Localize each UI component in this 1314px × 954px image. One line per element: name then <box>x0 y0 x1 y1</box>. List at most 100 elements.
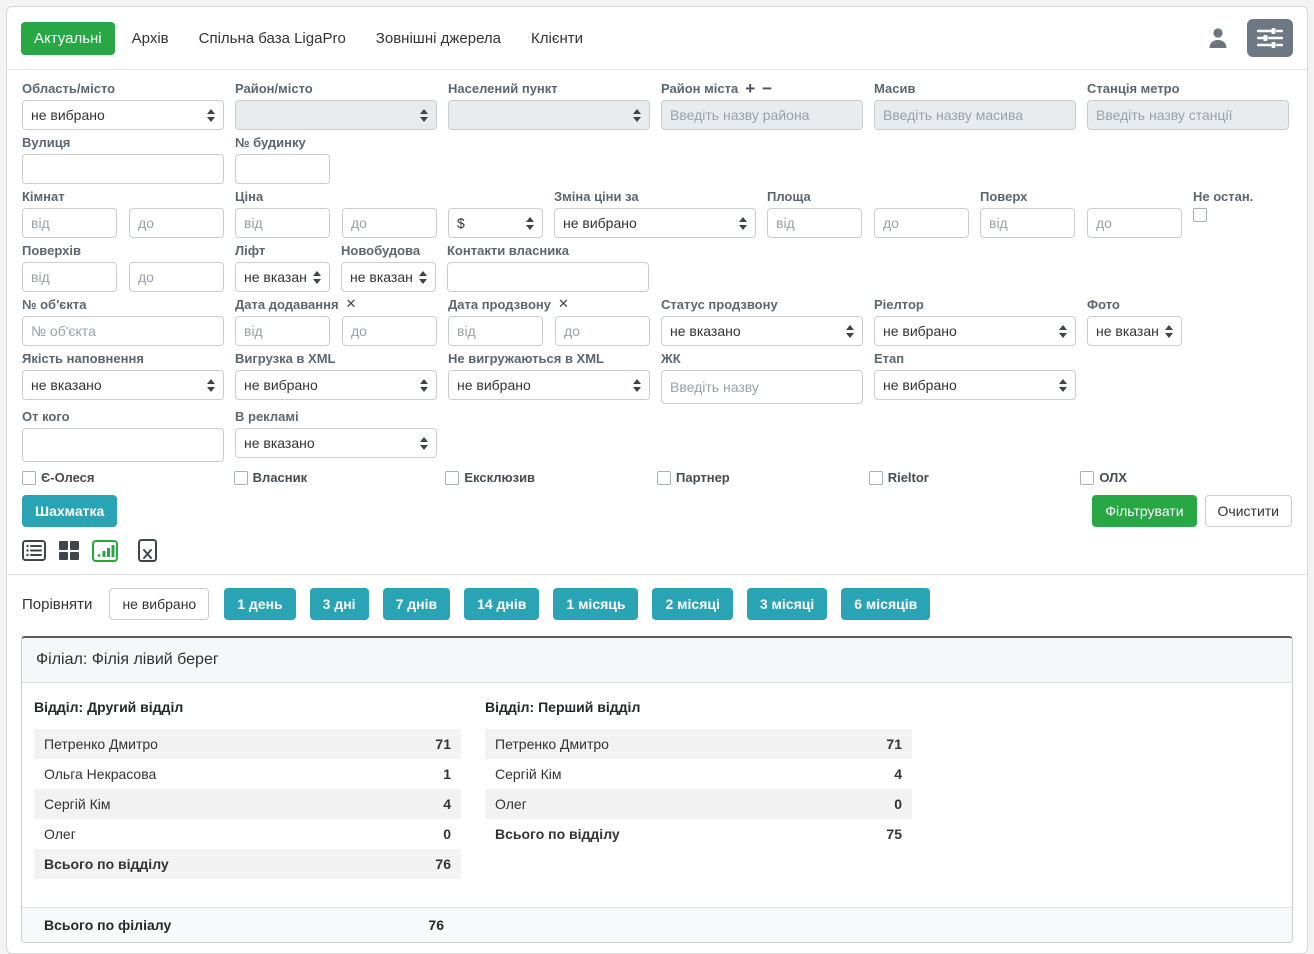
street-input[interactable] <box>22 154 224 184</box>
table-row: Петренко Дмитро 71 <box>34 729 461 759</box>
zhk-input[interactable] <box>661 370 863 404</box>
owner-checkbox[interactable] <box>233 470 248 485</box>
owner-label: Власник <box>252 470 308 485</box>
select-arrows-icon <box>207 378 215 392</box>
building-no-input[interactable] <box>235 154 330 184</box>
price-change-label: Зміна ціни за <box>554 188 639 204</box>
table-row: Ольга Некрасова 1 <box>44 766 451 782</box>
period-3-months-button[interactable]: 3 місяці <box>746 588 828 620</box>
date-added-to-input[interactable] <box>342 316 437 346</box>
compare-bar: Порівняти не вибрано 1 день 3 дні 7 днів… <box>7 575 1307 634</box>
masyv-input <box>874 100 1076 130</box>
area-from-input[interactable] <box>767 208 862 238</box>
add-city-district-icon[interactable]: + <box>745 78 756 98</box>
region-label: Область/місто <box>22 80 116 96</box>
olx-checkbox[interactable] <box>1080 470 1095 485</box>
realtor-select[interactable]: не вибрано <box>874 316 1076 346</box>
new-building-label: Новобудова <box>341 242 421 258</box>
list-view-icon[interactable] <box>22 540 46 561</box>
period-6-months-button[interactable]: 6 місяців <box>841 588 931 620</box>
settlement-label: Населений пункт <box>448 80 558 96</box>
xml-not-upload-select[interactable]: не вибрано <box>448 370 650 400</box>
floors-total-from-input[interactable] <box>22 262 117 292</box>
stage-select[interactable]: не вибрано <box>874 370 1076 400</box>
floor-from-input[interactable] <box>980 208 1075 238</box>
metro-input <box>1087 100 1289 130</box>
select-arrows-icon <box>313 270 321 284</box>
not-last-checkbox[interactable] <box>1193 208 1207 222</box>
branch-total-row: Всього по філіалу 76 <box>22 907 1292 942</box>
in-ads-label: В рекламі <box>235 408 299 424</box>
filters-toggle-button[interactable] <box>1247 19 1293 57</box>
elevator-select[interactable]: не вказано <box>235 262 330 292</box>
owner-contacts-input[interactable] <box>447 262 649 292</box>
excel-export-icon[interactable] <box>138 539 157 562</box>
e-olesya-checkbox[interactable] <box>22 470 36 485</box>
period-14-days-button[interactable]: 14 днів <box>464 588 540 620</box>
tab-shared-base[interactable]: Спільна база LigaPro <box>198 29 346 47</box>
object-no-label: № об'єкта <box>22 296 87 312</box>
table-row: Олег 0 <box>44 826 451 842</box>
object-no-input[interactable] <box>22 316 224 346</box>
new-building-select[interactable]: не вказано <box>341 262 436 292</box>
price-to-input[interactable] <box>342 208 437 238</box>
rieltor-label: Rieltor <box>887 470 929 485</box>
date-call-from-input[interactable] <box>448 316 543 346</box>
clear-button[interactable]: Очистити <box>1204 495 1292 527</box>
rooms-to-input[interactable] <box>129 208 224 238</box>
area-to-input[interactable] <box>874 208 969 238</box>
floor-to-input[interactable] <box>1087 208 1182 238</box>
street-label: Вулиця <box>22 134 71 150</box>
owner-contacts-label: Контакти власника <box>447 242 569 258</box>
period-3-days-button[interactable]: 3 дні <box>309 588 369 620</box>
table-row: Сергій Кім 4 <box>34 789 461 819</box>
tab-external-sources[interactable]: Зовнішні джерела <box>375 29 502 47</box>
tab-archive[interactable]: Архів <box>131 29 169 47</box>
region-select[interactable]: не вибрано <box>22 100 224 130</box>
select-arrows-icon <box>419 270 427 284</box>
period-1-day-button[interactable]: 1 день <box>224 588 296 620</box>
tab-actual[interactable]: Актуальні <box>21 21 115 55</box>
date-added-from-input[interactable] <box>235 316 330 346</box>
tab-clients[interactable]: Клієнти <box>531 29 584 47</box>
compare-label: Порівняти <box>22 595 93 613</box>
date-added-clear-icon[interactable]: ✕ <box>345 296 357 311</box>
stage-label: Етап <box>874 350 905 366</box>
quality-select[interactable]: не вказано <box>22 370 224 400</box>
compare-none-button[interactable]: не вибрано <box>109 588 210 620</box>
filter-button[interactable]: Фільтрувати <box>1092 495 1197 527</box>
price-from-input[interactable] <box>235 208 330 238</box>
date-call-clear-icon[interactable]: ✕ <box>557 296 569 311</box>
quality-label: Якість наповнення <box>22 350 144 366</box>
select-arrows-icon <box>1059 378 1067 392</box>
settlement-select <box>448 100 650 130</box>
photo-select[interactable]: не вказано <box>1087 316 1182 346</box>
floor-label: Поверх <box>980 188 1028 204</box>
remove-city-district-icon[interactable]: − <box>762 78 773 98</box>
period-2-months-button[interactable]: 2 місяці <box>652 588 733 620</box>
call-status-label: Статус продзвону <box>661 296 778 312</box>
rooms-from-input[interactable] <box>22 208 117 238</box>
chess-button[interactable]: Шахматка <box>22 495 118 527</box>
from-whom-input[interactable] <box>22 428 224 462</box>
rieltor-checkbox[interactable] <box>868 470 883 485</box>
city-district-input <box>661 100 863 130</box>
select-arrows-icon <box>633 378 641 392</box>
floors-total-to-input[interactable] <box>129 262 224 292</box>
chart-view-icon[interactable] <box>92 539 118 562</box>
grid-view-icon[interactable] <box>58 540 80 561</box>
select-arrows-icon <box>420 378 428 392</box>
period-1-month-button[interactable]: 1 місяць <box>553 588 639 620</box>
exclusive-checkbox[interactable] <box>445 470 460 485</box>
period-7-days-button[interactable]: 7 днів <box>382 588 451 620</box>
in-ads-select[interactable]: не вказано <box>235 428 437 458</box>
xml-upload-select[interactable]: не вибрано <box>235 370 437 400</box>
user-icon[interactable] <box>1205 25 1231 51</box>
price-change-select[interactable]: не вибрано <box>554 208 756 238</box>
e-olesya-label: Є-Олеся <box>41 470 95 485</box>
date-call-to-input[interactable] <box>555 316 650 346</box>
currency-select[interactable]: $ <box>448 208 543 238</box>
partner-checkbox[interactable] <box>657 470 672 485</box>
call-status-select[interactable]: не вказано <box>661 316 863 346</box>
masyv-label: Масив <box>874 80 916 96</box>
